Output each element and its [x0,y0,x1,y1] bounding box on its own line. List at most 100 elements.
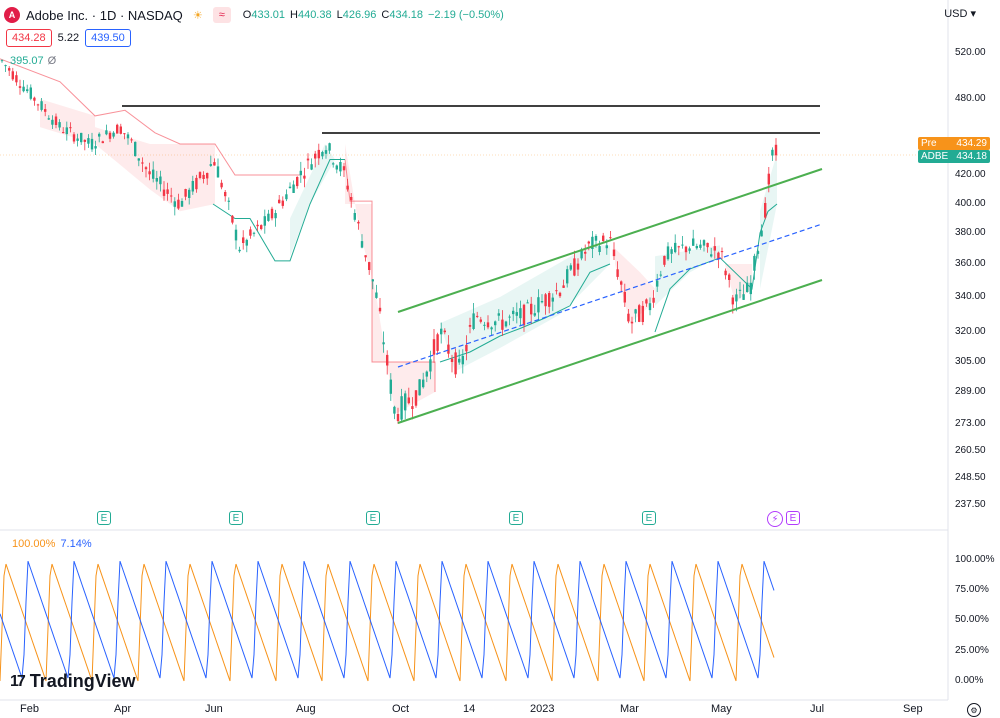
earnings-marker[interactable]: E [97,511,111,525]
oscillator-line-orange [0,563,775,682]
candle-body [450,358,454,362]
candle-body [594,236,598,241]
candle-body [105,130,108,135]
candle-body [267,213,270,221]
candle-body [11,71,14,80]
candle-body [767,173,770,185]
candle-body [735,294,738,302]
candle-body [116,124,119,134]
candle-body [771,149,774,156]
candle-body [598,246,601,252]
candle-body [252,232,256,234]
candle-body [389,379,392,394]
supertrend-upper-band [344,159,436,392]
candle-body [209,164,212,166]
candle-body [674,242,677,253]
time-axis-label: Jul [810,703,825,715]
candle-body [753,255,756,271]
candle-body [641,305,644,322]
earnings-marker[interactable]: E [509,511,523,525]
candle-body [40,101,43,110]
candle-body [454,352,457,375]
supertrend-upper-band [0,58,300,176]
candle-body [26,89,29,92]
time-axis-label: Apr [114,703,132,715]
price-axis-label: 340.00 [955,291,986,302]
time-axis-label: May [711,703,732,715]
candle-body [443,330,446,333]
candle-body [508,316,511,318]
uptrend-fill [760,153,777,289]
market-hours-sun-icon[interactable]: ☀ [192,9,203,22]
last-price-tag: ADBE 434.18 [918,150,990,163]
candle-body [378,307,382,312]
supertrend-lower-band [439,263,611,363]
candle-body [717,252,720,260]
bid-price-button[interactable]: 434.28 [6,29,52,47]
candle-body [645,299,648,304]
tradingview-logo[interactable]: 17 TradingView [10,671,136,692]
extended-hours-icon[interactable]: ≈ [212,7,231,23]
candle-body [15,75,18,83]
candle-body [227,200,230,202]
candle-body [774,144,778,156]
candle-body [191,181,194,192]
price-axis-label: 237.50 [955,499,986,510]
candle-body [461,355,464,365]
candle-body [724,270,727,276]
candle-body [220,182,223,188]
candle-body [126,134,130,139]
candle-body [108,132,112,139]
candle-body [155,178,158,182]
currency-selector[interactable]: USD ▾ [944,8,976,20]
candle-body [285,194,288,200]
candle-body [170,195,173,197]
earnings-marker[interactable]: E [229,511,243,525]
symbol-title[interactable]: Adobe Inc. · 1D · NASDAQ [26,7,183,23]
candle-body [602,235,605,241]
earnings-marker[interactable]: E [642,511,656,525]
symbol-legend: A Adobe Inc. · 1D · NASDAQ ☀ ≈ O433.01 H… [4,5,504,25]
candle-body [137,158,140,161]
earnings-marker-upcoming[interactable]: E [786,511,800,525]
ask-price-button[interactable]: 439.50 [85,29,131,47]
ohlc-change: −2.19 (−0.50%) [428,9,504,21]
candle-body [609,237,612,239]
candle-body [299,170,302,176]
candle-body [296,177,299,187]
settings-gear-icon[interactable]: ⚙ [967,703,981,717]
channel-mid-line [397,223,823,368]
candle-body [292,184,295,193]
candle-body [44,109,47,112]
candle-body [458,358,461,363]
candle-body [29,87,32,99]
candle-body [544,294,547,307]
candle-body [659,274,662,276]
indicator-hidden-icon[interactable]: Ø [47,55,57,67]
time-axis-label: Jun [205,703,223,715]
ohlc-close: C434.18 [381,9,423,21]
candle-body [425,371,428,377]
candle-body [742,294,745,300]
indicator-legend-row[interactable]: 395.07 Ø [10,55,56,67]
candle-body [198,172,202,178]
candle-body [756,251,760,254]
price-axis-label: 420.00 [955,169,986,180]
candle-body [472,313,475,329]
candle-body [76,138,79,141]
candle-body [533,313,536,316]
candle-body [490,327,493,330]
candle-body [159,176,162,185]
candle-body [112,132,115,137]
earnings-marker[interactable]: E [366,511,380,525]
dividend-bolt-icon[interactable]: ⚡ [767,511,783,527]
candle-body [353,213,356,220]
candle-body [447,344,450,354]
candle-body [234,229,238,241]
candle-body [141,162,144,164]
candle-body [4,65,7,67]
candle-body [648,303,652,311]
candle-body [58,122,61,128]
candle-body [720,251,724,253]
